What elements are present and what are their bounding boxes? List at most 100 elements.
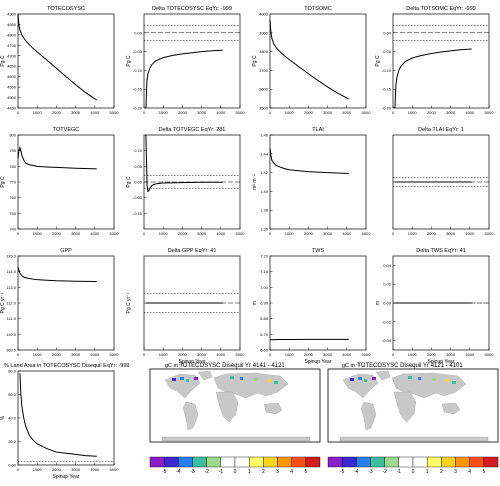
y-tick-label: 115.0 <box>6 254 16 259</box>
x-tick-label: 0 <box>17 467 20 472</box>
x-tick-label: 3000 <box>323 231 333 236</box>
y-tick-label: 1.38 <box>260 208 269 213</box>
x-tick-label: 1000 <box>33 231 43 236</box>
x-axis-label: Spinup Year <box>305 359 332 365</box>
y-tick-label: 1.46 <box>260 133 269 138</box>
y-axis-label: Pg C <box>126 55 132 67</box>
colorbar-label: 1 <box>248 469 251 475</box>
chart-panel: TOTECOSYSC 0 1000 2000 3000 4000 5000 4450 4500 4… <box>0 6 119 115</box>
y-tick-label: 1.44 <box>260 151 269 156</box>
y-tick-label: 1.40 <box>260 189 269 194</box>
x-tick-label: 1000 <box>285 231 295 236</box>
colorbar-swatch <box>327 456 343 468</box>
y-tick-label: -0.02 <box>382 319 392 324</box>
y-axis-label: Pg C <box>126 176 132 188</box>
x-tick-label: 4000 <box>216 110 226 115</box>
colorbar-swatch <box>469 456 485 468</box>
y-tick-label: 4500 <box>7 95 17 100</box>
x-tick-label: 0 <box>269 231 272 236</box>
x-tick-label: 5000 <box>485 110 495 115</box>
x-tick-label: 4000 <box>90 352 100 357</box>
y-tick-label: 109.0 <box>6 348 17 353</box>
y-tick-label: 0.00 <box>134 180 143 185</box>
series-line <box>17 145 97 170</box>
chart-title: Delta TLAI EqYr: 1 <box>418 127 464 133</box>
x-tick-label: 3000 <box>446 352 456 357</box>
colorbar-label: 0 <box>234 469 237 475</box>
x-tick-label: 2000 <box>304 352 314 357</box>
y-tick-label: 3800 <box>259 49 269 54</box>
y-axis-label: m <box>375 301 381 305</box>
chart-title: Delta TOTECOSYSC EqYr: -999 <box>152 6 232 12</box>
x-tick-label: 2000 <box>427 352 437 357</box>
chart-title: % Land Area in TOTECOSYSC Disequil EqYr:… <box>4 363 129 369</box>
y-tick-label: 4700 <box>7 53 17 58</box>
cell-negative <box>452 381 456 384</box>
y-tick-label: 110.0 <box>6 332 16 337</box>
colorbar-label: -1 <box>397 469 402 475</box>
y-tick-label: -0.04 <box>382 338 392 343</box>
y-tick-label: 6.60 <box>260 348 269 353</box>
africa-land <box>215 391 239 423</box>
chart-panel: Delta GPP EqYr: 41 0 1000 2000 3000 4000 5000 P… <box>126 248 245 365</box>
cell-negative <box>180 377 184 380</box>
x-tick-label: 4000 <box>465 110 475 115</box>
y-tick-label: 3600 <box>259 87 269 92</box>
x-tick-label: 5000 <box>362 110 372 115</box>
colorbar-label: -1 <box>219 469 224 475</box>
colorbar-label: -5 <box>162 469 167 475</box>
x-tick-label: 3000 <box>446 110 456 115</box>
chart-panel: Delta TWS EqYr: 41 0 1000 2000 3000 4000 5000 -… <box>375 248 494 365</box>
cell-negative <box>350 378 354 381</box>
colorbar-swatch <box>384 456 400 468</box>
y-tick-label: 112.0 <box>6 301 16 306</box>
y-tick-label: 0.00 <box>383 301 392 306</box>
x-tick-label: 2000 <box>52 352 62 357</box>
y-tick-label: 3900 <box>259 30 269 35</box>
colorbar-swatch <box>341 456 357 468</box>
y-axis-label: Pg C <box>375 55 381 67</box>
x-tick-label: 0 <box>143 231 146 236</box>
y-tick-label: 4000 <box>259 12 269 17</box>
y-tick-label: 4450 <box>7 106 17 111</box>
x-tick-label: 2000 <box>178 352 188 357</box>
x-tick-label: 1000 <box>408 231 418 236</box>
chart-title: GPP <box>60 248 72 254</box>
chart-panel: TOTSOMC 0 1000 2000 3000 4000 5000 3500 3600 3700… <box>252 6 371 115</box>
y-tick-label: 0.04 <box>383 263 392 268</box>
y-axis-label: Pg C <box>252 55 258 67</box>
y-tick-label: 0.00 <box>383 30 392 35</box>
x-tick-label: 3000 <box>197 352 207 357</box>
chart-panel: GPP 0 1000 2000 3000 4000 5000 109.0 110.0 111.0 1… <box>0 248 119 357</box>
colorbar-swatch <box>149 456 165 468</box>
y-tick-label: 60.0 <box>8 392 17 397</box>
x-tick-label: 2000 <box>52 110 62 115</box>
x-tick-label: 3000 <box>71 231 81 236</box>
x-tick-label: 4000 <box>216 231 226 236</box>
colorbar-label: 1 <box>426 469 429 475</box>
x-tick-label: 2000 <box>52 467 62 472</box>
x-tick-label: 5000 <box>110 467 120 472</box>
y-tick-label: 7.20 <box>260 254 269 259</box>
colorbar-label: 3 <box>276 469 279 475</box>
colorbar-swatch <box>455 456 470 468</box>
x-tick-label: 3000 <box>71 110 81 115</box>
y-tick-label: 750 <box>9 211 16 216</box>
cell-negative <box>432 378 436 381</box>
chart-title: Delta TOTVEGC EqYr: 281 <box>159 127 226 133</box>
africa-land <box>393 391 417 423</box>
colorbar-label: -4 <box>176 469 181 475</box>
x-tick-label: 3000 <box>71 467 81 472</box>
colorbar-label: -4 <box>354 469 359 475</box>
greenland-land <box>375 370 391 381</box>
series-line <box>269 19 349 100</box>
chart-title: TOTECOSYSC <box>47 6 85 12</box>
y-tick-label: 80.0 <box>8 369 17 374</box>
cell-positive <box>446 379 449 382</box>
x-tick-label: 1000 <box>159 231 169 236</box>
x-axis-label: Spinup Year <box>428 359 455 365</box>
x-tick-label: 4000 <box>342 110 352 115</box>
y-tick-label: -0.10 <box>133 68 143 73</box>
cell-negative <box>186 379 189 382</box>
y-tick-label: 0.02 <box>383 282 392 287</box>
